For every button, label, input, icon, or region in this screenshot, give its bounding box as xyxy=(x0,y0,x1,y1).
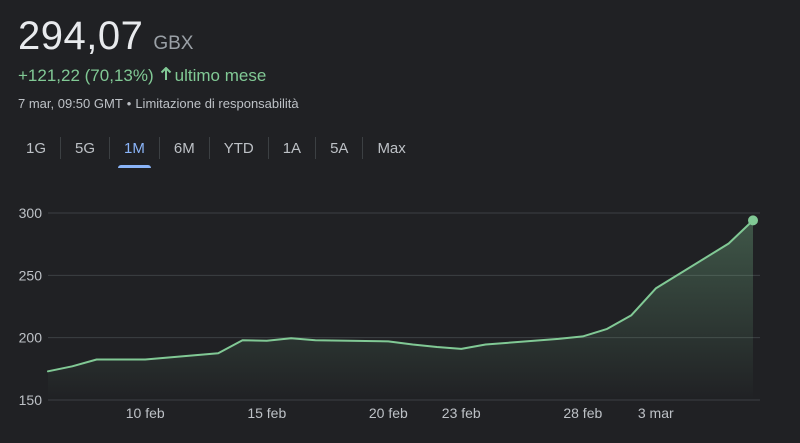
tab-divider xyxy=(109,137,111,159)
tab-divider xyxy=(315,137,317,159)
tab-5g[interactable]: 5G xyxy=(75,139,96,157)
currency-label: GBX xyxy=(153,33,194,54)
tab-1m[interactable]: 1M xyxy=(110,134,159,168)
x-tick-label: 28 feb xyxy=(563,405,602,421)
tab-1a[interactable]: 1A xyxy=(282,139,302,157)
quote-timestamp: 7 mar, 09:50 GMT xyxy=(18,96,123,111)
current-price: 294,07 xyxy=(18,14,144,58)
tab-ytd[interactable]: YTD xyxy=(223,139,254,157)
price-row: 294,07 GBX xyxy=(18,12,299,60)
tab-divider xyxy=(267,137,269,159)
x-tick-label: 10 feb xyxy=(126,405,165,421)
change-value: +121,22 (70,13%) xyxy=(18,66,154,85)
range-tabs: 1G 5G 1M 6M YTD 1A 5A Max xyxy=(12,132,420,168)
disclaimer-link[interactable]: Limitazione di responsabilità xyxy=(135,96,299,111)
tab-5a[interactable]: 5A xyxy=(330,139,349,157)
price-chart-svg[interactable]: 300 250 200 150 10 feb 15 feb 20 feb 23 feb 28 … xyxy=(0,180,800,438)
tab-divider xyxy=(158,137,160,159)
y-tick-label: 200 xyxy=(19,330,43,346)
tab-1g[interactable]: 1G xyxy=(26,139,47,157)
x-tick-label: 3 mar xyxy=(638,405,674,421)
x-tick-label: 20 feb xyxy=(369,405,408,421)
tab-max[interactable]: Max xyxy=(377,139,406,157)
x-tick-label: 23 feb xyxy=(442,405,481,421)
y-tick-label: 300 xyxy=(19,205,43,221)
price-change: +121,22 (70,13%) ultimo mese xyxy=(18,66,299,86)
last-price-dot xyxy=(748,215,758,226)
tab-6m[interactable]: 6M xyxy=(173,139,195,157)
price-line xyxy=(47,219,754,373)
tab-divider xyxy=(60,137,62,159)
tab-divider xyxy=(362,137,364,159)
price-area-fill xyxy=(48,220,753,400)
x-tick-label: 15 feb xyxy=(247,405,286,421)
tab-divider xyxy=(208,137,210,159)
arrow-up-icon xyxy=(160,66,172,86)
y-tick-label: 150 xyxy=(19,392,43,408)
price-chart[interactable]: 300 250 200 150 10 feb 15 feb 20 feb 23 feb 28 … xyxy=(0,180,800,438)
y-tick-label: 250 xyxy=(19,267,43,283)
quote-header: 294,07 GBX +121,22 (70,13%) ultimo mese … xyxy=(18,12,299,111)
change-period: ultimo mese xyxy=(174,66,267,85)
quote-meta: 7 mar, 09:50 GMT • Limitazione di responsa… xyxy=(18,96,299,111)
